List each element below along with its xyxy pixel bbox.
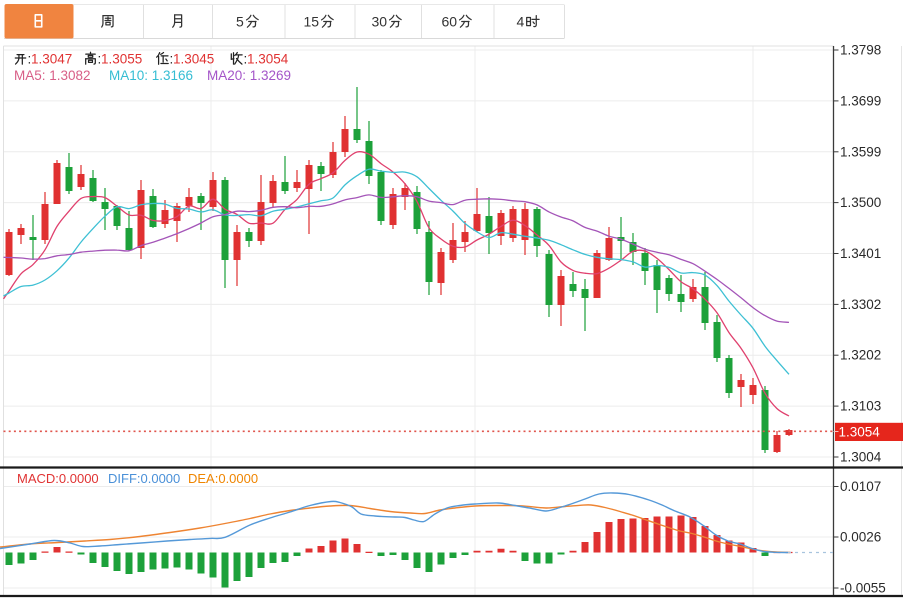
svg-text:1.3798: 1.3798 (840, 43, 881, 58)
svg-text:MACD:0.0000: MACD:0.0000 (17, 471, 99, 486)
svg-text::: : (244, 52, 248, 67)
svg-text:1.3599: 1.3599 (840, 144, 881, 159)
svg-text:0.0107: 0.0107 (840, 479, 881, 494)
svg-text:1.3302: 1.3302 (840, 297, 881, 312)
svg-text:1.3055: 1.3055 (101, 52, 142, 67)
svg-text::: : (28, 52, 32, 67)
svg-text:1.3054: 1.3054 (839, 425, 881, 440)
svg-text:1.3202: 1.3202 (840, 348, 881, 363)
svg-text:DEA:0.0000: DEA:0.0000 (188, 471, 258, 486)
svg-text:MA5: 1.3082: MA5: 1.3082 (14, 68, 91, 83)
svg-text:30: 30 (372, 14, 388, 30)
svg-text:1.3103: 1.3103 (840, 399, 881, 414)
svg-text:1.3500: 1.3500 (840, 195, 881, 210)
svg-text:1.3004: 1.3004 (840, 450, 882, 465)
svg-text:1.3054: 1.3054 (247, 52, 289, 67)
svg-text:1.3401: 1.3401 (840, 246, 881, 261)
svg-text:15: 15 (304, 14, 320, 30)
svg-text::: : (170, 52, 174, 67)
svg-text::: : (98, 52, 102, 67)
svg-text:1.3699: 1.3699 (840, 93, 881, 108)
svg-text:MA10: 1.3166: MA10: 1.3166 (109, 68, 193, 83)
svg-text:-0.0055: -0.0055 (840, 581, 886, 596)
svg-text:4: 4 (517, 14, 525, 30)
svg-text:1.3045: 1.3045 (173, 52, 214, 67)
svg-text:DIFF:0.0000: DIFF:0.0000 (108, 471, 180, 486)
svg-text:1.3047: 1.3047 (31, 52, 72, 67)
svg-text:60: 60 (442, 14, 458, 30)
svg-text:0.0026: 0.0026 (840, 530, 881, 545)
svg-text:MA20: 1.3269: MA20: 1.3269 (207, 68, 291, 83)
svg-text:5: 5 (236, 14, 244, 30)
